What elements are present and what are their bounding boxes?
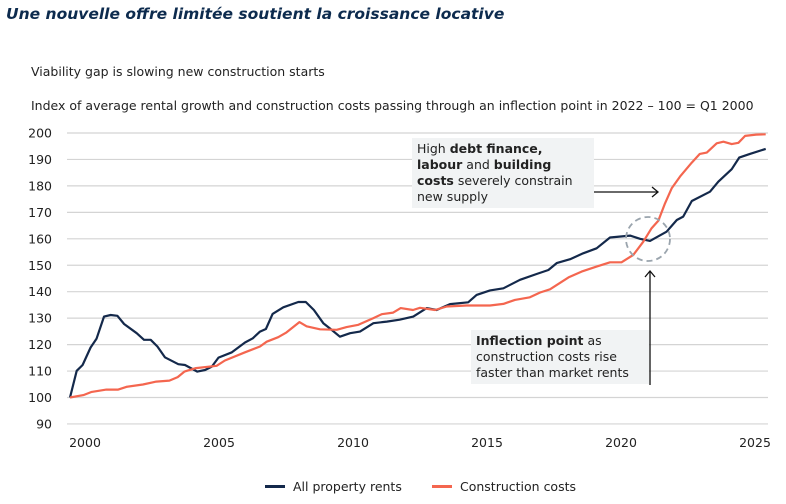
legend-label-construction: Construction costs	[460, 479, 577, 494]
legend-swatch-rents	[265, 485, 285, 488]
x-tick-label: 2020	[605, 435, 637, 450]
y-tick-label: 110	[28, 364, 52, 379]
annotation-inflection-point: Inflection point as construction costs r…	[471, 330, 649, 384]
y-tick-label: 170	[28, 205, 52, 220]
annotation-text: and	[462, 157, 494, 172]
arrow-head-right-icon	[651, 186, 660, 198]
legend-swatch-construction	[432, 485, 452, 488]
x-tick-label: 2025	[739, 435, 771, 450]
legend-label-rents: All property rents	[293, 479, 402, 494]
annotation-text: Inflection point	[476, 333, 584, 348]
y-tick-label: 120	[28, 337, 52, 352]
page-title: Une nouvelle offre limitée soutient la c…	[6, 5, 505, 23]
x-tick-label: 2000	[69, 435, 101, 450]
x-tick-label: 2005	[203, 435, 235, 450]
annotation-supply-constraints: High debt finance, labour and building c…	[412, 138, 594, 208]
y-tick-label: 180	[28, 178, 52, 193]
chart-subtitle: Viability gap is slowing new constructio…	[31, 64, 325, 79]
y-tick-label: 190	[28, 152, 52, 167]
annotation-text: building costs	[417, 157, 552, 188]
y-tick-label: 90	[36, 416, 52, 431]
y-tick-label: 130	[28, 311, 52, 326]
chart-description: Index of average rental growth and const…	[31, 98, 754, 113]
legend-item-construction: Construction costs	[432, 479, 576, 494]
inflection-circle	[625, 216, 671, 262]
x-tick-label: 2015	[471, 435, 503, 450]
y-tick-label: 140	[28, 284, 52, 299]
annotation-text: High	[417, 141, 450, 156]
annotation-text: debt finance, labour	[417, 141, 543, 172]
y-tick-label: 150	[28, 258, 52, 273]
x-tick-label: 2010	[337, 435, 369, 450]
y-tick-label: 200	[28, 126, 52, 141]
legend-item-rents: All property rents	[265, 479, 402, 494]
series-line-construction	[69, 133, 766, 399]
annotation-text: as construction costs rise faster than m…	[476, 333, 629, 380]
y-tick-label: 100	[28, 390, 52, 405]
arrow-head-up-icon	[644, 269, 656, 278]
y-tick-label: 160	[28, 231, 52, 246]
annotation-text: severely constrain new supply	[417, 173, 573, 204]
